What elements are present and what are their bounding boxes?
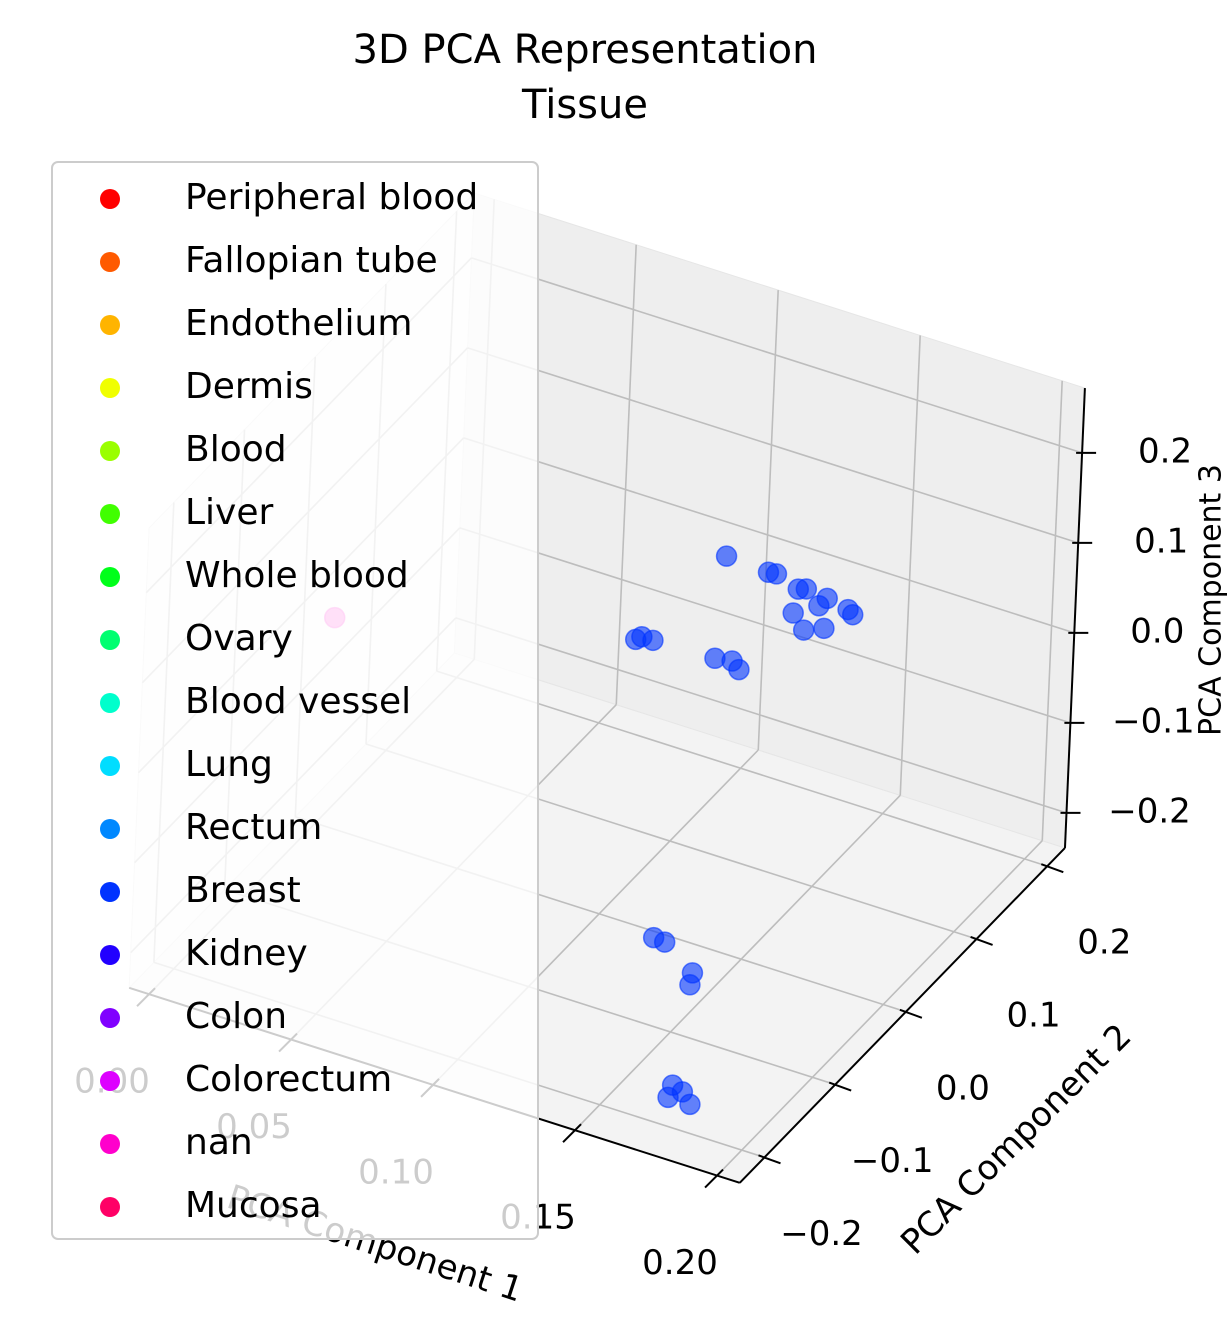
legend-marker bbox=[100, 756, 120, 776]
legend-label: Colorectum bbox=[185, 1059, 392, 1100]
grid-line bbox=[459, 527, 1071, 724]
data-point bbox=[841, 603, 864, 626]
legend-label: Peripheral blood bbox=[185, 177, 478, 218]
x-tick bbox=[704, 1168, 724, 1189]
grid-line bbox=[467, 347, 1079, 544]
z-tick-label: 0.0 bbox=[1130, 611, 1184, 651]
legend-marker bbox=[100, 1197, 120, 1217]
z-tick-label: 0.1 bbox=[1134, 521, 1188, 561]
y-tick-label: 0.0 bbox=[936, 1068, 990, 1108]
data-point bbox=[679, 974, 701, 996]
grid-line bbox=[757, 290, 779, 751]
grid-line bbox=[899, 335, 921, 796]
axis-line bbox=[1063, 388, 1086, 848]
grid-line bbox=[615, 244, 637, 705]
data-point bbox=[715, 545, 738, 567]
legend-label: Blood vessel bbox=[185, 681, 411, 722]
x-tick bbox=[562, 1123, 582, 1143]
data-point bbox=[813, 617, 835, 640]
legend-marker bbox=[100, 1008, 120, 1028]
z-tick-label: 0.2 bbox=[1138, 431, 1192, 471]
legend-marker bbox=[100, 882, 120, 902]
legend-marker bbox=[100, 819, 120, 839]
legend: Peripheral blood Fallopian tube Endotheliu… bbox=[51, 161, 539, 1240]
y-tick bbox=[828, 1081, 852, 1092]
y-tick bbox=[758, 1154, 781, 1165]
legend-box bbox=[51, 161, 539, 1240]
y-tick bbox=[1040, 863, 1064, 874]
legend-label: Endothelium bbox=[185, 303, 412, 344]
legend-marker bbox=[100, 567, 120, 587]
legend-label: Rectum bbox=[185, 807, 322, 848]
z-tick-label: −0.1 bbox=[1112, 701, 1195, 741]
y-tick-label: −0.2 bbox=[780, 1214, 863, 1254]
legend-marker bbox=[100, 378, 120, 398]
data-point bbox=[782, 602, 804, 624]
data-point bbox=[642, 629, 664, 652]
legend-label: Ovary bbox=[185, 618, 293, 659]
legend-label: Fallopian tube bbox=[185, 240, 438, 281]
axis-line bbox=[739, 847, 1066, 1184]
legend-label: Breast bbox=[185, 870, 301, 911]
data-point bbox=[792, 619, 815, 641]
grid-line bbox=[455, 617, 1067, 814]
y-tick bbox=[970, 936, 993, 946]
data-point bbox=[765, 563, 788, 585]
legend-label: nan bbox=[185, 1122, 253, 1163]
legend-label: Lung bbox=[185, 744, 273, 785]
y-tick-label: 0.1 bbox=[1007, 995, 1061, 1035]
y-tick-label: −0.1 bbox=[851, 1141, 934, 1181]
legend-label: Kidney bbox=[185, 933, 308, 974]
y-tick-label: 0.2 bbox=[1077, 923, 1131, 963]
legend-label: Colon bbox=[185, 996, 287, 1037]
data-point bbox=[795, 578, 818, 600]
legend-marker bbox=[100, 945, 120, 965]
legend-marker bbox=[100, 252, 120, 272]
legend-marker bbox=[100, 693, 120, 713]
y-axis-label: PCA Component 2 bbox=[893, 1016, 1139, 1262]
legend-marker bbox=[100, 630, 120, 650]
legend-label: Blood bbox=[185, 429, 287, 470]
y-tick bbox=[899, 1008, 923, 1019]
grid-line bbox=[463, 437, 1075, 634]
grid-line bbox=[574, 794, 901, 1131]
grid-line bbox=[471, 257, 1083, 454]
data-point bbox=[816, 587, 838, 610]
z-axis-label: PCA Component 3 bbox=[1194, 464, 1229, 736]
legend-marker bbox=[100, 1071, 120, 1091]
grid-line bbox=[716, 840, 1043, 1177]
legend-marker bbox=[100, 189, 120, 209]
chart-subtitle: Tissue bbox=[521, 82, 648, 128]
legend-label: Whole blood bbox=[185, 555, 409, 596]
legend-marker bbox=[100, 1134, 120, 1154]
legend-marker bbox=[100, 441, 120, 461]
legend-label: Mucosa bbox=[185, 1185, 322, 1226]
z-tick-label: −0.2 bbox=[1108, 791, 1191, 831]
grid-line bbox=[1041, 380, 1063, 841]
legend-label: Liver bbox=[185, 492, 274, 533]
data-point bbox=[679, 1093, 701, 1116]
x-tick-label: 0.20 bbox=[642, 1243, 718, 1283]
legend-marker bbox=[100, 315, 120, 335]
data-point bbox=[653, 931, 676, 953]
legend-marker bbox=[100, 504, 120, 524]
data-point bbox=[728, 658, 750, 681]
legend-label: Dermis bbox=[185, 366, 313, 407]
chart-title: 3D PCA Representation bbox=[353, 27, 818, 73]
